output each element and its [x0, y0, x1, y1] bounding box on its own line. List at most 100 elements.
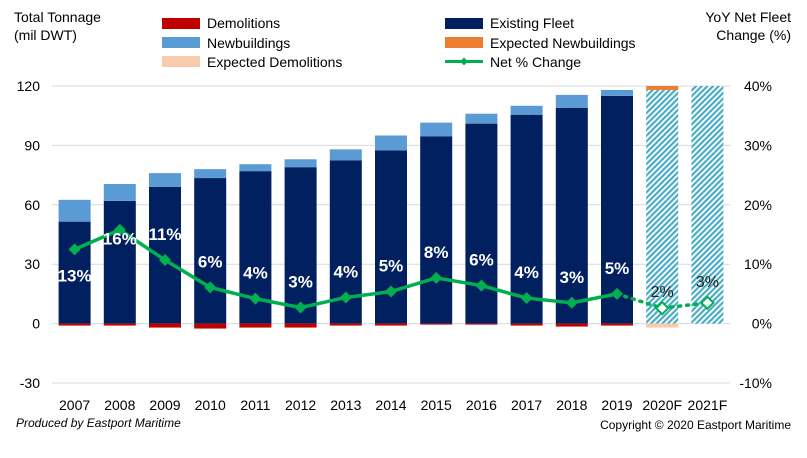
bar-demolitions: [284, 323, 317, 328]
net-change-data-label: 4%: [243, 264, 268, 283]
bar-existing-fleet: [375, 150, 407, 324]
x-axis-tick-label: 2014: [375, 397, 406, 413]
legend-label-existing-fleet: Existing Fleet: [490, 15, 574, 31]
bar-demolitions: [103, 323, 136, 326]
x-axis-tick-label: 2019: [601, 397, 632, 413]
left-axis-tick-label: 90: [24, 137, 40, 153]
legend-swatch-newbuildings: [162, 37, 200, 48]
net-change-point: [611, 287, 623, 300]
bar-demolitions: [194, 323, 227, 329]
bar-existing-fleet: [194, 178, 227, 324]
legend-label-net-change: Net % Change: [490, 54, 581, 70]
bar-newbuildings: [284, 159, 317, 168]
bar-demolitions: [375, 323, 407, 326]
right-axis-tick-label: 10%: [744, 256, 772, 272]
net-change-point-forecast: [699, 295, 715, 311]
net-change-point: [339, 291, 352, 304]
right-axis-tick-label: 40%: [744, 78, 772, 94]
net-change-data-label: 16%: [103, 230, 137, 249]
legend-label-expected-newbuildings: Expected Newbuildings: [490, 35, 636, 51]
legend-label-demolitions: Demolitions: [207, 15, 280, 31]
net-change-data-label: 13%: [58, 266, 92, 285]
bar-demolitions: [329, 323, 362, 326]
bar-newbuildings: [601, 89, 633, 96]
bar-existing-fleet: [465, 123, 498, 324]
bar-expected-fleet: [691, 86, 724, 324]
bar-expected-demolitions: [646, 323, 679, 328]
bar-newbuildings: [555, 94, 588, 108]
net-change-point: [520, 292, 533, 305]
net-change-data-label: 3%: [696, 274, 719, 291]
net-change-data-label: 4%: [334, 262, 359, 281]
bar-newbuildings: [420, 122, 453, 137]
net-change-data-label: 6%: [198, 252, 223, 271]
legend-swatch-expected-newbuildings: [445, 37, 483, 48]
x-axis-tick-label: 2009: [149, 397, 180, 413]
x-axis-tick-label: 2017: [511, 397, 542, 413]
net-change-data-label: 5%: [605, 259, 630, 278]
right-axis-title-line2: Change (%): [716, 27, 791, 43]
x-axis-tick-label: 2018: [556, 397, 587, 413]
bar-demolitions: [239, 323, 272, 328]
net-change-point: [294, 301, 307, 314]
bar-newbuildings: [149, 173, 181, 187]
bar-newbuildings: [375, 135, 407, 151]
bar-existing-fleet: [103, 200, 136, 324]
legend: Demolitions Newbuildings Expected Demoli…: [162, 15, 636, 70]
bar-expected-newbuildings: [646, 86, 679, 90]
net-change-data-label: 3%: [288, 273, 313, 292]
footer-copyright: Copyright © 2020 Eastport Maritime: [600, 418, 791, 432]
net-change-point: [249, 292, 262, 305]
bar-newbuildings: [329, 149, 362, 161]
x-axis-tick-label: 2012: [285, 397, 316, 413]
left-axis-tick-label: 30: [24, 256, 40, 272]
x-axis-tick-label: 2021F: [688, 397, 728, 413]
net-change-point-forecast: [654, 300, 670, 316]
x-axis-tick-label: 2020F: [642, 397, 682, 413]
net-change-point: [430, 271, 443, 284]
net-change-point: [565, 296, 578, 309]
bar-demolitions: [149, 323, 181, 328]
left-axis-tick-label: 0: [32, 316, 40, 332]
bar-demolitions: [510, 323, 543, 326]
x-axis-tick-label: 2016: [466, 397, 497, 413]
net-change-point: [113, 223, 126, 236]
net-change-data-label: 4%: [514, 263, 539, 282]
left-axis-tick-label: -30: [20, 375, 40, 391]
bar-existing-fleet: [420, 136, 453, 324]
bar-demolitions: [420, 323, 453, 325]
legend-swatch-expected-demolitions: [162, 56, 200, 67]
net-change-data-label: 2%: [651, 284, 674, 301]
x-axis-tick-label: 2010: [195, 397, 226, 413]
right-axis-tick-label: -10%: [739, 375, 772, 391]
x-axis-tick-label: 2015: [421, 397, 452, 413]
bar-newbuildings: [58, 199, 91, 222]
bar-existing-fleet: [58, 221, 91, 324]
bar-newbuildings: [465, 113, 498, 124]
net-change-data-label: 11%: [148, 225, 181, 244]
bar-existing-fleet: [510, 114, 543, 324]
bar-expected-fleet: [646, 89, 679, 324]
legend-swatch-demolitions: [162, 18, 200, 29]
bar-newbuildings: [194, 169, 227, 179]
left-axis-title-line1: Total Tonnage: [14, 9, 101, 25]
right-axis-tick-label: 30%: [744, 137, 772, 153]
left-axis-title-line2: (mil DWT): [14, 27, 77, 43]
footer-produced-by: Produced by Eastport Maritime: [16, 416, 181, 430]
net-change-data-label: 5%: [379, 257, 404, 276]
right-axis-title-line1: YoY Net Fleet: [705, 9, 791, 25]
x-axis-tick-label: 2013: [330, 397, 361, 413]
right-axis-tick-label: 0%: [752, 316, 772, 332]
bar-demolitions: [555, 323, 588, 327]
legend-marker-net-change: [460, 57, 468, 66]
net-change-data-label: 3%: [560, 268, 585, 287]
x-axis-tick-label: 2011: [240, 397, 270, 413]
legend-swatch-existing-fleet: [445, 18, 483, 29]
bar-newbuildings: [239, 164, 272, 172]
bar-newbuildings: [103, 184, 136, 201]
legend-label-newbuildings: Newbuildings: [207, 35, 290, 51]
left-axis-tick-label: 60: [24, 197, 40, 213]
x-axis-tick-label: 2007: [59, 397, 90, 413]
bar-newbuildings: [510, 105, 543, 115]
